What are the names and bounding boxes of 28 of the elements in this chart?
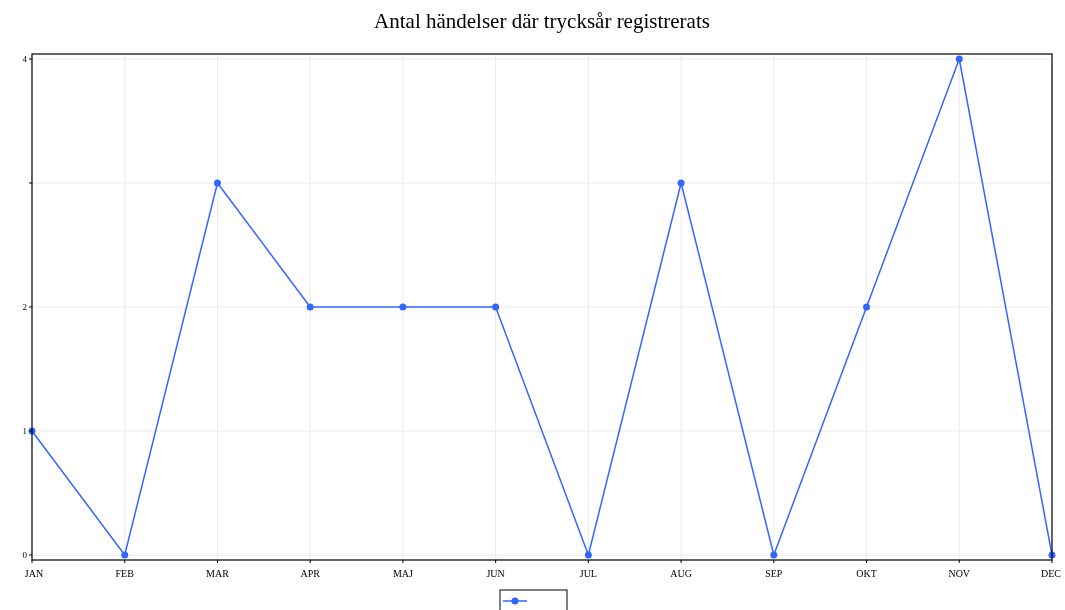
x-tick-label: OKT (856, 568, 877, 579)
point (492, 303, 500, 311)
x-tick-label: JUL (579, 568, 597, 579)
line-series (28, 55, 1056, 559)
x-tick-label: NOV (948, 568, 971, 579)
point (121, 551, 129, 559)
y-tick-label: 2 (22, 302, 27, 312)
x-tick-label: DEC (1041, 568, 1062, 579)
y-tick-label: 0 (22, 550, 28, 560)
point (213, 179, 221, 187)
x-tick-label: MAJ (392, 568, 414, 579)
y-tick-label: 1 (22, 426, 27, 436)
y-tick-label: 4 (22, 54, 28, 64)
x-tick-label: AUG (670, 568, 692, 579)
x-tick-label: FEB (115, 568, 135, 579)
x-tick-label: JUN (486, 568, 505, 579)
x-tick-label: MAR (206, 568, 230, 579)
x-tick-label: SEP (765, 568, 783, 579)
point (306, 303, 314, 311)
point (399, 303, 407, 311)
point (770, 551, 778, 559)
x-tick-label: APR (300, 568, 321, 579)
x-tick-label: JAN (24, 568, 44, 579)
chart-title: Antal händelser där trycksår registrerats (374, 9, 710, 33)
point (863, 303, 871, 311)
point (677, 179, 685, 187)
point (584, 551, 592, 559)
point (955, 55, 963, 63)
